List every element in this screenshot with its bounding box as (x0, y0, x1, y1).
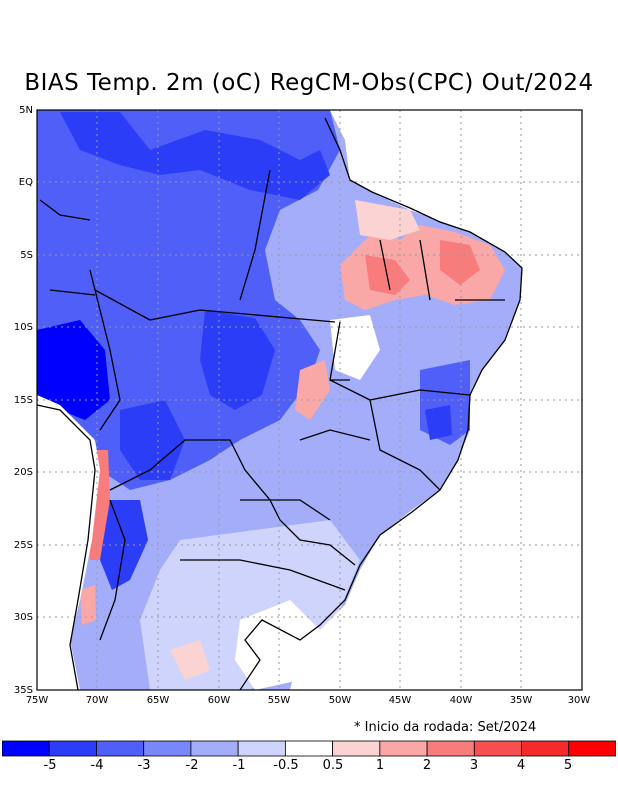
colorbar-swatch (332, 740, 381, 757)
latitude-labels: 5N EQ 5S 10S 15S 20S 25S 30S 35S (14, 105, 33, 696)
colorbar-swatch (48, 740, 97, 757)
svg-text:30W: 30W (568, 695, 591, 706)
plot-frame (36, 109, 583, 691)
colorbar-label: -2 (185, 758, 199, 773)
svg-text:5S: 5S (20, 250, 33, 261)
svg-text:35S: 35S (14, 685, 33, 696)
pacific-mask (37, 395, 100, 690)
svg-text:30S: 30S (14, 612, 33, 623)
map-grid (37, 110, 582, 690)
east-darkblue (425, 405, 452, 440)
bias-map: 5N EQ 5S 10S 15S 20S 25S 30S 35S 75W 70W… (14, 105, 591, 706)
svg-text:55W: 55W (268, 695, 291, 706)
state-borders (49, 169, 505, 591)
colorbar-swatch (521, 740, 570, 757)
colorbar-swatch (473, 740, 522, 757)
northeast-red-core2 (440, 240, 480, 285)
longitude-labels: 75W 70W 65W 60W 55W 50W 45W 40W 35W 30W (26, 695, 591, 706)
colorbar-label: 3 (469, 758, 479, 773)
colorbar-label: 2 (422, 758, 432, 773)
svg-text:60W: 60W (208, 695, 231, 706)
colorbar-label: -1 (232, 758, 246, 773)
colorbar-label: 0.5 (322, 758, 344, 773)
ne-white (330, 315, 380, 380)
svg-text:5N: 5N (19, 105, 33, 116)
central-red (295, 360, 330, 420)
colorbar-swatch (284, 740, 334, 757)
colorbar-swatch (143, 740, 192, 757)
colorbar-swatch (190, 740, 239, 757)
brazil-border (109, 439, 356, 566)
run-start-note: * Inicio da rodada: Set/2024 (354, 720, 537, 735)
colorbar-label: 4 (516, 758, 526, 773)
bolivia-darkblue (120, 400, 185, 480)
svg-text:35W: 35W (510, 695, 533, 706)
colorbar-swatch (426, 740, 475, 757)
central-darkblue (200, 310, 275, 410)
ne-pink (355, 200, 420, 240)
colorbar-label: -0.5 (273, 758, 299, 773)
svg-text:50W: 50W (329, 695, 352, 706)
colorbar-swatch (237, 740, 286, 757)
chile-pink (80, 585, 96, 625)
svg-text:70W: 70W (86, 695, 109, 706)
colorbar-label: -4 (90, 758, 104, 773)
amazon-blue (37, 110, 340, 490)
south-pink (170, 640, 210, 680)
north-darkblue (60, 112, 330, 200)
country-borders (36, 117, 523, 691)
colorbar-label: 5 (563, 758, 573, 773)
colorbar-swatch (379, 740, 428, 757)
svg-text:10S: 10S (14, 322, 33, 333)
svg-text:20S: 20S (14, 467, 33, 478)
colorbar-swatch (568, 740, 616, 757)
colorbar-label: -3 (137, 758, 151, 773)
colorbar (2, 740, 616, 757)
svg-text:EQ: EQ (19, 177, 33, 188)
svg-text:40W: 40W (450, 695, 473, 706)
colorbar-swatch (96, 740, 145, 757)
svg-text:75W: 75W (26, 695, 49, 706)
map-title: BIAS Temp. 2m (oC) RegCM-Obs(CPC) Out/20… (24, 70, 594, 96)
colorbar-label: 1 (375, 758, 385, 773)
andes-borders (39, 199, 126, 641)
colorbar-swatch (2, 740, 50, 757)
svg-text:25S: 25S (14, 540, 33, 551)
colorbar-label: -5 (43, 758, 57, 773)
svg-text:45W: 45W (389, 695, 412, 706)
west-darkblue (37, 320, 110, 420)
svg-text:15S: 15S (14, 395, 33, 406)
svg-text:65W: 65W (147, 695, 170, 706)
coastline (36, 117, 523, 691)
